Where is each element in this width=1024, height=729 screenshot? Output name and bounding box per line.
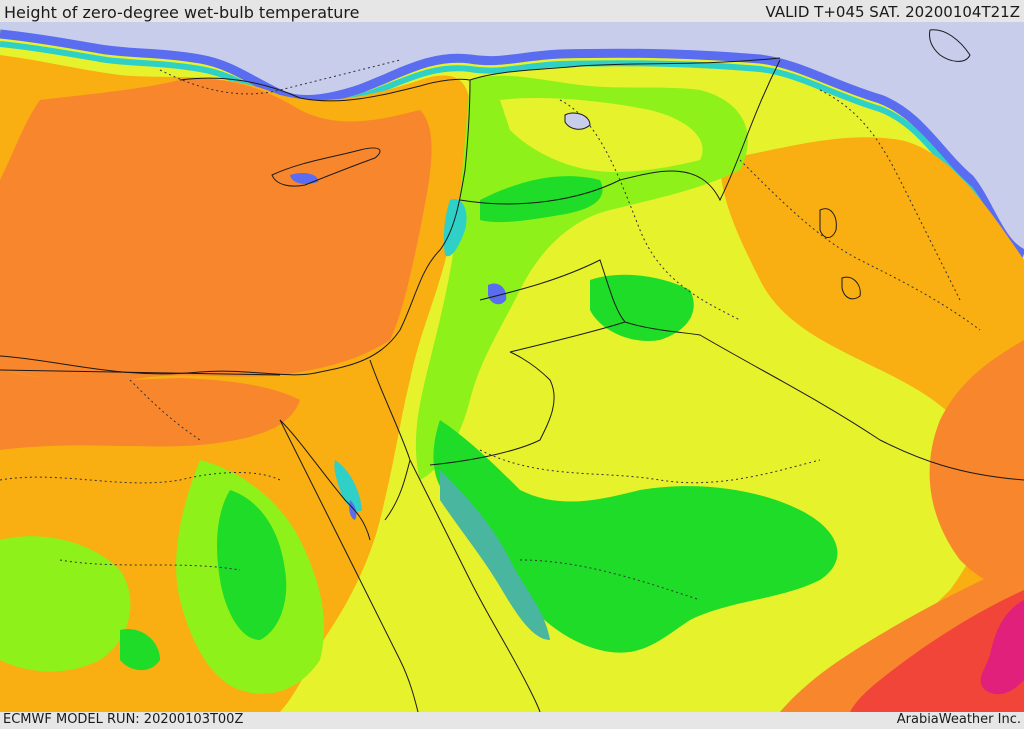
red-sea-east-coast bbox=[409, 459, 541, 712]
lime-levant-band bbox=[415, 75, 748, 480]
red-sea-west-coast bbox=[279, 419, 419, 712]
map-canvas bbox=[0, 22, 1024, 712]
red-southeast-zone bbox=[850, 590, 1024, 712]
gulf-of-suez bbox=[279, 419, 371, 541]
header-bar bbox=[0, 0, 1024, 22]
dotted-border-2 bbox=[739, 159, 981, 331]
blue-spot-sinai bbox=[349, 500, 357, 520]
weather-map bbox=[0, 22, 1024, 712]
lake-east-2 bbox=[841, 276, 861, 300]
syria-border bbox=[459, 59, 781, 205]
green-central-zone bbox=[433, 420, 838, 653]
dotted-border-4 bbox=[519, 559, 701, 601]
jordan-iraq-border bbox=[479, 259, 1024, 481]
sinai-border bbox=[369, 359, 411, 461]
orange-east-zone bbox=[720, 137, 1024, 712]
lake-north-2 bbox=[929, 29, 971, 62]
blue-band-north bbox=[0, 29, 1024, 259]
lime-southwest-zone bbox=[0, 536, 131, 672]
cyprus-outline bbox=[271, 147, 381, 187]
map-title: Height of zero-degree wet-bulb temperatu… bbox=[4, 3, 360, 22]
teal-streak-west-arabia bbox=[440, 470, 550, 640]
dotted-border-3 bbox=[479, 449, 821, 484]
blue-spot-cyprus bbox=[290, 172, 319, 184]
valid-time: VALID T+045 SAT. 20200104T21Z bbox=[765, 3, 1020, 21]
credit-label: ArabiaWeather Inc. bbox=[896, 712, 1021, 727]
dotted-internal-borders bbox=[0, 59, 981, 601]
lavender-north-zone bbox=[0, 22, 1024, 250]
cyan-streak-sinai bbox=[334, 460, 362, 512]
dotted-border-9 bbox=[129, 379, 201, 441]
egypt-libya-border bbox=[0, 369, 281, 376]
anatolia-coastline bbox=[179, 57, 781, 102]
mediterranean-coastline bbox=[0, 79, 471, 376]
green-southwest-patch bbox=[120, 629, 160, 671]
model-run-label: ECMWF MODEL RUN: 20200103T00Z bbox=[3, 712, 244, 727]
lake-east-1 bbox=[819, 208, 837, 238]
green-egypt-zone bbox=[217, 490, 287, 640]
green-levant-patch bbox=[480, 176, 603, 223]
magenta-southeast-zone bbox=[980, 600, 1024, 695]
yellow-north-interior bbox=[500, 98, 703, 172]
dotted-border-1 bbox=[559, 99, 741, 321]
gulf-of-aqaba bbox=[384, 459, 411, 521]
orange-egypt-band bbox=[0, 370, 300, 450]
blue-spot-jordan bbox=[488, 283, 507, 305]
cyan-streak-lebanon bbox=[443, 199, 467, 257]
dark-orange-east-zone bbox=[929, 340, 1024, 590]
dotted-border-7 bbox=[159, 59, 401, 95]
dotted-border-8 bbox=[819, 89, 961, 301]
cyan-band-north bbox=[0, 41, 1024, 267]
lake-van bbox=[564, 112, 591, 130]
map-borders bbox=[0, 57, 1024, 712]
saudi-jordan-border bbox=[509, 321, 626, 353]
dotted-border-6 bbox=[59, 559, 241, 571]
footer-bar bbox=[0, 712, 1024, 729]
northern-arabia-border bbox=[429, 351, 555, 466]
dark-orange-sea-zone bbox=[0, 78, 432, 382]
